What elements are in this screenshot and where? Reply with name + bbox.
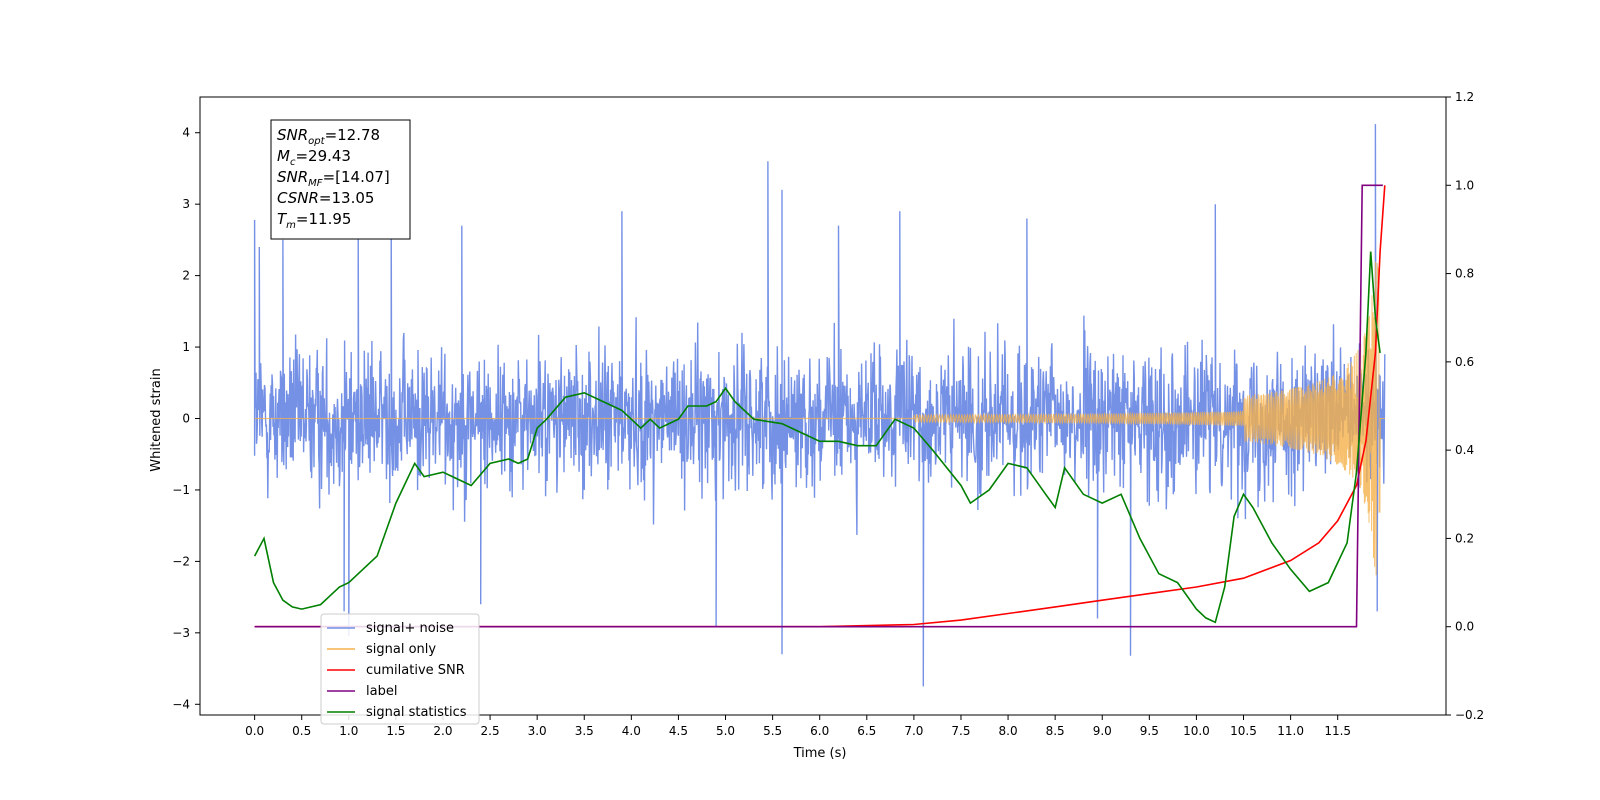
x-tick-label: 7.5: [951, 724, 970, 738]
x-tick-label: 11.5: [1324, 724, 1351, 738]
series-line: [254, 185, 1386, 628]
series-signal-only: [254, 261, 1385, 576]
y2-axis-ticks: 1.2 1.0 0.8 0.6 0.4 0.2 0.0 −0.2: [1446, 90, 1484, 722]
y2-tick-label: −0.2: [1455, 708, 1484, 722]
y-tick-label: 2: [182, 269, 190, 283]
legend-frame: [320, 613, 480, 725]
legend: signal+ noise signal only cumilative SNR la…: [320, 613, 480, 725]
y-tick-label: −2: [172, 554, 190, 568]
y2-tick-label: 1.0: [1455, 178, 1474, 192]
x-tick-label: 6.5: [857, 724, 876, 738]
y2-tick-label: 0.2: [1455, 531, 1474, 545]
annotation-line: Tm=11.95: [277, 210, 351, 231]
legend-label: signal only: [366, 642, 436, 657]
plot-area: [253, 124, 1386, 687]
plot-frame: [199, 96, 1447, 716]
chirp-trace: [254, 261, 1385, 576]
x-tick-label: 0.0: [245, 724, 264, 738]
series-cumilative-snr: [254, 185, 1386, 628]
annotation-line: SNRopt=12.78: [277, 126, 380, 147]
x-tick-label: 8.0: [999, 724, 1018, 738]
y-tick-label: 4: [182, 126, 190, 140]
y2-tick-label: 0.6: [1455, 355, 1474, 369]
annotation-frame: [270, 119, 411, 240]
y-axis-label: Whitened strain: [149, 368, 164, 471]
x-tick-label: 3.0: [528, 724, 547, 738]
x-tick-label: 6.0: [810, 724, 829, 738]
legend-label: signal statistics: [366, 705, 467, 720]
series-line: [254, 184, 1383, 628]
x-tick-label: 4.0: [622, 724, 641, 738]
y-axis-ticks: 4 3 2 1 0 −1 −2 −3 −4: [172, 126, 200, 711]
legend-label: signal+ noise: [366, 621, 454, 636]
y-tick-label: −4: [172, 697, 190, 711]
legend-label: label: [366, 684, 397, 699]
y-tick-label: 3: [182, 197, 190, 211]
series-label: [254, 184, 1383, 628]
x-tick-label: 2.0: [433, 724, 452, 738]
series-signal-statistics: [253, 251, 1381, 624]
x-tick-label: 9.0: [1093, 724, 1112, 738]
x-tick-label: 3.5: [575, 724, 594, 738]
x-tick-label: 0.5: [292, 724, 311, 738]
x-tick-label: 1.0: [339, 724, 358, 738]
y-tick-label: 1: [182, 340, 190, 354]
series-line: [253, 251, 1381, 624]
x-tick-label: 4.5: [669, 724, 688, 738]
legend-label: cumilative SNR: [366, 663, 465, 678]
x-tick-label: 10.5: [1230, 724, 1257, 738]
series-signal-noise: [253, 124, 1386, 687]
x-tick-label: 10.0: [1183, 724, 1210, 738]
y2-tick-label: 0.0: [1455, 620, 1474, 634]
annotation-line: CSNR=13.05: [277, 189, 374, 207]
y-tick-label: 0: [182, 412, 190, 426]
x-tick-label: 9.5: [1140, 724, 1159, 738]
y-tick-label: −3: [172, 626, 190, 640]
x-tick-label: 7.0: [904, 724, 923, 738]
x-tick-label: 8.5: [1046, 724, 1065, 738]
y2-tick-label: 0.8: [1455, 267, 1474, 281]
noise-trace: [253, 124, 1386, 687]
y-tick-label: −1: [172, 483, 190, 497]
x-axis-label: Time (s): [793, 746, 847, 761]
annotation-line: SNRMF=[14.07]: [277, 168, 390, 189]
x-axis-ticks: 0.0 0.5 1.0 1.5 2.0 2.5 3.0 3.5 4.0 4.5 5.0 5.5 6.0 6…: [245, 715, 1351, 738]
x-tick-label: 5.5: [763, 724, 782, 738]
y2-tick-label: 1.2: [1455, 90, 1474, 104]
annotation-box: SNRopt=12.78Mc=29.43SNRMF=[14.07]CSNR=13…: [270, 119, 411, 240]
annotation-line: Mc=29.43: [277, 147, 351, 168]
x-tick-label: 1.5: [386, 724, 405, 738]
x-tick-label: 11.0: [1277, 724, 1304, 738]
x-tick-label: 2.5: [481, 724, 500, 738]
y2-tick-label: 0.4: [1455, 443, 1474, 457]
x-tick-label: 5.0: [716, 724, 735, 738]
